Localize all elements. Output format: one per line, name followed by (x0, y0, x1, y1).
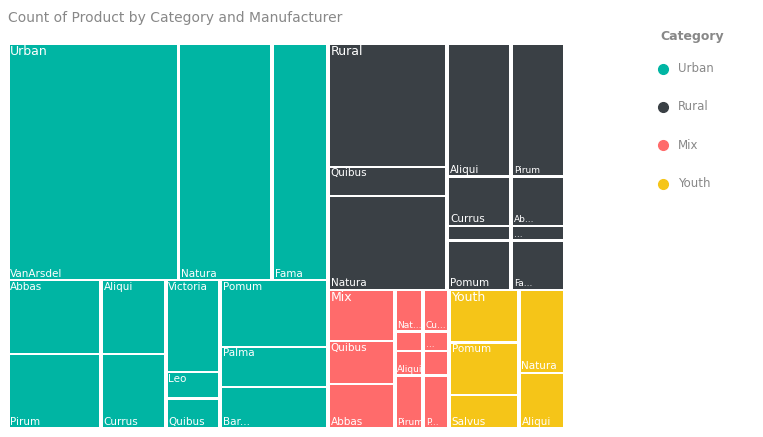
Text: Victoria: Victoria (168, 282, 208, 292)
Text: Mix: Mix (678, 139, 699, 152)
Text: Count of Product by Category and Manufacturer: Count of Product by Category and Manufac… (8, 11, 342, 25)
Text: Natura: Natura (181, 269, 217, 279)
Bar (168, 373, 218, 398)
Text: Aliqui: Aliqui (104, 282, 133, 292)
Text: Pirum: Pirum (10, 417, 40, 427)
Bar (10, 45, 176, 279)
Text: Rural: Rural (330, 45, 363, 58)
Text: Youth: Youth (452, 291, 486, 304)
Bar (10, 355, 99, 427)
Bar (330, 168, 446, 195)
Text: Fama: Fama (275, 269, 302, 279)
Bar (330, 342, 393, 383)
Text: Pirum: Pirum (513, 166, 539, 175)
Text: Salvus: Salvus (452, 417, 486, 427)
Bar (521, 374, 563, 427)
Bar (521, 291, 563, 372)
Bar (513, 242, 563, 289)
Bar (180, 45, 270, 279)
Bar (449, 242, 509, 289)
Text: Cu...: Cu... (426, 321, 446, 330)
Text: Youth: Youth (678, 177, 710, 191)
Bar (451, 291, 517, 341)
Bar (10, 281, 99, 353)
Text: Aliqui: Aliqui (398, 365, 423, 374)
Bar (449, 45, 509, 175)
Bar (397, 377, 421, 427)
Text: Ab...: Ab... (513, 215, 534, 224)
Text: Currus: Currus (104, 417, 138, 427)
Bar (222, 348, 326, 385)
Bar (513, 227, 563, 239)
Bar (330, 385, 393, 427)
Bar (425, 291, 447, 330)
Bar (449, 227, 509, 239)
Text: Pomum: Pomum (450, 278, 489, 288)
Text: Fa...: Fa... (513, 279, 532, 288)
Bar (222, 281, 326, 346)
Text: Mix: Mix (330, 291, 353, 304)
Text: Natura: Natura (521, 361, 557, 371)
Text: Quibus: Quibus (168, 417, 204, 427)
Bar (103, 355, 163, 427)
Text: Aliqui: Aliqui (450, 165, 479, 175)
Text: Currus: Currus (450, 214, 485, 224)
Text: Abbas: Abbas (330, 417, 363, 427)
Bar (222, 388, 326, 427)
Bar (451, 396, 517, 427)
Bar (103, 281, 163, 353)
Bar (513, 45, 563, 175)
Text: Pomum: Pomum (223, 282, 262, 292)
Bar (168, 400, 218, 427)
Text: Aliqui: Aliqui (521, 417, 551, 427)
Text: ...: ... (513, 230, 522, 239)
Bar (274, 45, 326, 279)
Text: ...: ... (426, 340, 434, 349)
Text: VanArsdel: VanArsdel (10, 269, 63, 279)
Text: Rural: Rural (678, 101, 709, 114)
Bar (425, 333, 447, 350)
Text: Pirum: Pirum (398, 418, 423, 427)
Text: Leo: Leo (168, 374, 186, 384)
Bar (397, 291, 421, 330)
Bar (330, 45, 446, 166)
Bar (451, 343, 517, 394)
Text: Category: Category (660, 30, 723, 43)
Bar (168, 281, 218, 371)
Text: Abbas: Abbas (10, 282, 43, 292)
Bar (330, 198, 446, 289)
Text: Urban: Urban (678, 62, 714, 75)
Text: Quibus: Quibus (330, 343, 367, 353)
Bar (425, 352, 447, 375)
Bar (397, 333, 421, 350)
Text: Pomum: Pomum (452, 344, 491, 354)
Text: Bar...: Bar... (223, 417, 250, 427)
Bar (449, 178, 509, 225)
Text: Natura: Natura (330, 278, 366, 288)
Bar (513, 178, 563, 225)
Text: Urban: Urban (10, 45, 48, 58)
Bar (397, 352, 421, 375)
Text: Palma: Palma (223, 348, 255, 358)
Text: P...: P... (426, 418, 438, 427)
Text: Quibus: Quibus (330, 168, 367, 178)
Bar (330, 291, 393, 340)
Text: Nat...: Nat... (398, 321, 422, 330)
Bar (425, 377, 447, 427)
